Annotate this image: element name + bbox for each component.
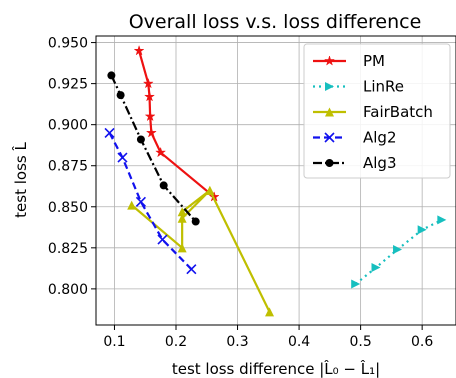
y-tick-label: 0.925 xyxy=(48,77,88,93)
x-axis-label: test loss difference |L̂₀ − L̂₁| xyxy=(172,359,380,378)
data-point-pm xyxy=(145,127,157,138)
data-point-fairbatch xyxy=(177,243,187,253)
y-tick-label: 0.900 xyxy=(48,118,88,134)
data-point-fairbatch xyxy=(205,185,215,195)
data-point-linre xyxy=(393,244,403,254)
y-tick-label: 0.825 xyxy=(48,241,88,257)
data-point-alg2 xyxy=(135,196,146,207)
x-tick-label: 0.6 xyxy=(411,334,433,350)
data-point-fairbatch xyxy=(177,207,187,217)
data-point-pm xyxy=(142,77,154,89)
x-tick-label: 0.4 xyxy=(288,334,310,350)
data-point-alg3 xyxy=(136,135,145,144)
data-point-alg3 xyxy=(159,181,168,190)
legend-item-pm: PM xyxy=(313,52,385,70)
ticks: 0.1 0.2 0.3 0.4 0.5 0.6 0.800 0.825 0.850 0.875 0.… xyxy=(48,36,433,350)
legend-item-alg2: Alg2 xyxy=(313,129,397,147)
series-line-fairbatch xyxy=(130,189,271,313)
data-point-fairbatch xyxy=(177,213,187,223)
data-point-alg3 xyxy=(191,217,200,226)
data-point-alg3 xyxy=(116,91,125,100)
legend-label-pm: PM xyxy=(363,52,385,70)
series-line-alg3 xyxy=(110,74,197,223)
series-line-pm xyxy=(138,50,215,198)
legend-marker-pm xyxy=(323,55,336,66)
x-tick-label: 0.5 xyxy=(349,334,371,350)
series-pm xyxy=(133,44,220,202)
legend-item-alg3: Alg3 xyxy=(313,154,397,172)
legend-box xyxy=(303,43,451,179)
legend-marker-alg2 xyxy=(324,132,335,143)
y-tick-label: 0.950 xyxy=(48,36,88,52)
data-point-pm xyxy=(144,110,156,122)
data-point-alg2 xyxy=(117,152,128,163)
y-tick-label: 0.800 xyxy=(48,282,88,298)
data-point-linre xyxy=(437,215,447,225)
data-point-alg2 xyxy=(186,264,197,275)
legend-label-fairbatch: FairBatch xyxy=(363,103,433,121)
legend-label-alg2: Alg2 xyxy=(363,129,397,147)
legend-item-linre: LinRe xyxy=(313,78,404,96)
series-line-linre xyxy=(354,218,443,285)
series-alg2 xyxy=(104,127,197,275)
y-tick-label: 0.875 xyxy=(48,159,88,175)
data-point-alg3 xyxy=(107,71,116,80)
x-tick-label: 0.3 xyxy=(226,334,248,350)
data-point-pm xyxy=(143,90,156,102)
legend-marker-fairbatch xyxy=(325,107,334,117)
legend-marker-alg3 xyxy=(325,159,334,167)
data-point-alg2 xyxy=(157,234,168,245)
series-fairbatch xyxy=(127,185,275,317)
legend-label-linre: LinRe xyxy=(363,78,404,96)
x-tick-label: 0.1 xyxy=(103,334,125,350)
y-tick-label: 0.850 xyxy=(48,200,88,216)
data-point-linre xyxy=(371,263,381,273)
legend-label-alg3: Alg3 xyxy=(363,154,397,172)
data-point-pm xyxy=(133,44,145,56)
x-tick-label: 0.2 xyxy=(165,334,187,350)
data-point-linre xyxy=(351,279,361,289)
legend-marker-linre xyxy=(325,82,334,91)
data-point-pm xyxy=(155,146,167,158)
data-point-fairbatch xyxy=(127,200,137,210)
series-alg3 xyxy=(107,71,200,226)
data-point-alg2 xyxy=(104,127,115,138)
series-line-alg2 xyxy=(108,132,193,270)
legend: PM LinRe FairBatch Alg2 Alg3 xyxy=(303,43,451,179)
data-point-linre xyxy=(417,225,427,235)
legend-item-fairbatch: FairBatch xyxy=(313,103,433,121)
y-axis-label: test loss L̂ xyxy=(11,142,30,218)
chart-title: Overall loss v.s. loss difference xyxy=(129,11,422,33)
plot-area xyxy=(104,44,447,317)
data-point-fairbatch xyxy=(265,307,275,317)
plot-frame xyxy=(95,35,456,326)
series-linre xyxy=(351,215,447,289)
